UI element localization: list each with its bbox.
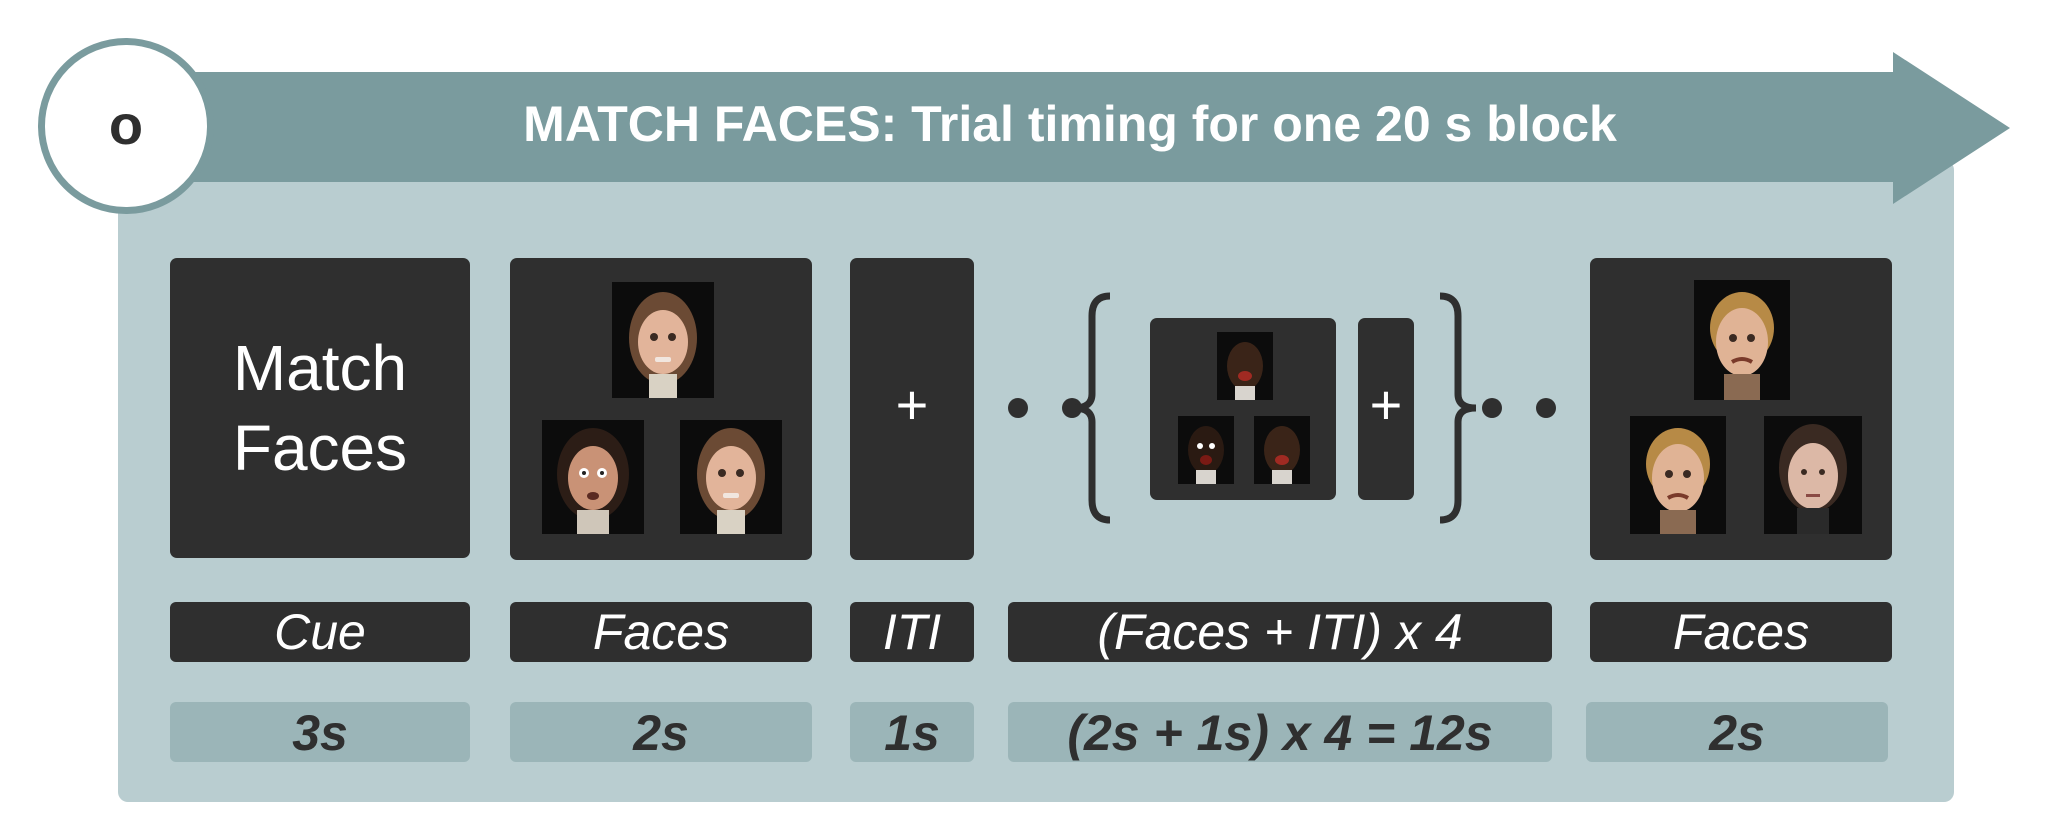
- iti-screen: [850, 258, 974, 560]
- stage-label-repeat: (Faces + ITI) x 4: [1008, 602, 1552, 662]
- cue-screen-text: Match Faces: [170, 258, 470, 558]
- repeat-iti-screen: [1358, 318, 1414, 500]
- cue-screen: [170, 258, 470, 558]
- right-brace: [1439, 292, 1477, 524]
- duration-iti: 1s: [850, 702, 974, 762]
- ellipsis-dot: [1536, 398, 1556, 418]
- cue-text-line-2: Faces: [232, 412, 408, 484]
- stage-label-faces: Faces: [510, 602, 812, 662]
- cue-text-line-1: Match: [232, 332, 408, 404]
- final-target-face-image: [1694, 280, 1790, 400]
- stage-label-final-faces: Faces: [1590, 602, 1892, 662]
- duration-faces: 2s: [510, 702, 812, 762]
- target-face-image: [612, 282, 714, 398]
- repeat-match-face-right-image: [1254, 416, 1310, 484]
- repeat-target-face-image: [1217, 332, 1273, 400]
- repeat-match-face-left-image: [1178, 416, 1234, 484]
- fixation-cross: +: [895, 373, 929, 436]
- final-distractor-face-image: [1764, 416, 1862, 534]
- repeat-fixation-cross: +: [1369, 373, 1403, 436]
- duration-final-faces: 2s: [1586, 702, 1888, 762]
- ellipsis-dot: [1008, 398, 1028, 418]
- stage-label-iti: ITI: [850, 602, 974, 662]
- stage-label-cue: Cue: [170, 602, 470, 662]
- ellipsis-dot: [1482, 398, 1502, 418]
- panel-letter-badge: o: [38, 38, 214, 214]
- match-face-left-image: [542, 420, 644, 534]
- final-match-face-left-image: [1630, 416, 1726, 534]
- ellipsis-dot: [1062, 398, 1082, 418]
- duration-cue: 3s: [170, 702, 470, 762]
- banner-title: MATCH FACES: Trial timing for one 20 s b…: [523, 96, 1617, 152]
- duration-repeat: (2s + 1s) x 4 = 12s: [1008, 702, 1552, 762]
- left-brace: [1073, 292, 1111, 524]
- match-face-right-image: [680, 420, 782, 534]
